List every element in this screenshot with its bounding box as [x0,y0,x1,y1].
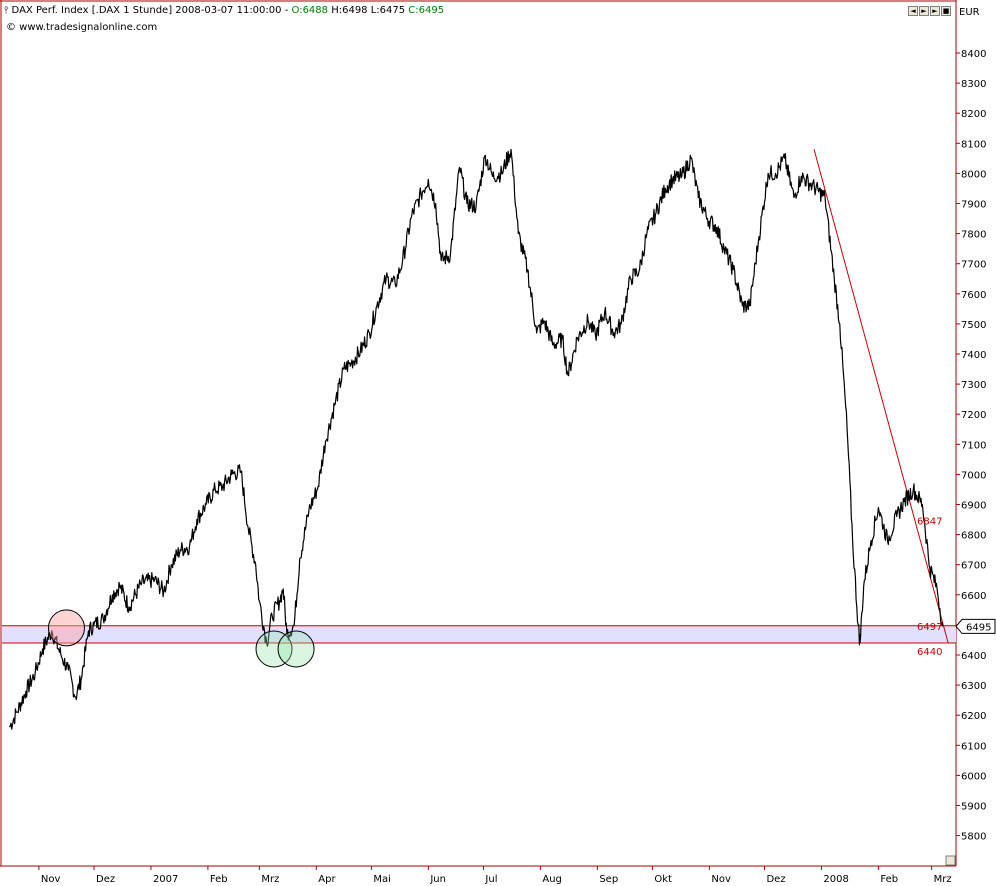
y-tick-label: 6300 [961,681,986,692]
axis-panel-background [956,0,996,886]
highlight-circle-2 [255,630,293,668]
y-tick-label: 7000 [961,470,986,481]
price-series-line [8,148,944,730]
maximize-icon[interactable]: ■ [941,6,951,16]
x-tick-label: Dez [766,874,785,885]
x-tick-label: Mrz [261,874,279,885]
support-zone [2,625,956,643]
y-tick-label: 6800 [961,531,986,542]
fast-forward-icon[interactable]: ► [930,6,940,16]
x-tick-label: Jul [484,874,497,885]
y-tick-label: 7800 [961,230,986,241]
y-tick-label: 8000 [961,169,986,180]
y-tick-label: 7900 [961,200,986,211]
x-tick-label: Jun [429,874,446,885]
y-tick-label: 6400 [961,651,986,662]
level-label-6847: 6847 [917,516,942,527]
y-tick-label: 6700 [961,561,986,572]
y-tick-label: 8400 [961,49,986,60]
y-tick-label: 7700 [961,260,986,271]
candlestick-icon: ⫯ [4,5,9,16]
header-datetime: 2008-03-07 11:00:00 [175,5,282,16]
header-open: O:6488 [291,5,329,16]
x-tick-label: Okt [654,874,672,885]
copyright-text: © www.tradesignalonline.com [6,22,158,33]
x-tick-label: Dez [96,874,115,885]
header-close: C:6495 [408,5,445,16]
last-price-label: 6495 [966,622,991,633]
x-tick-label: Mai [373,874,391,885]
y-tick-label: 5800 [961,832,986,843]
x-tick-label: Feb [210,874,228,885]
y-tick-label: 7200 [961,410,986,421]
x-tick-label: Nov [41,874,61,885]
y-tick-label: 7100 [961,440,986,451]
x-tick-label: 2007 [153,874,178,885]
x-tick-label: Apr [318,874,336,885]
x-tick-label: 2008 [823,874,848,885]
x-tick-label: Aug [542,874,562,885]
plot-background [0,0,956,866]
x-tick-label: Nov [711,874,731,885]
chart-header: ⫯ DAX Perf. Index [.DAX 1 Stunde] 2008-0… [4,5,444,16]
y-tick-label: 6100 [961,741,986,752]
x-tick-label: Sep [599,874,618,885]
last-price-box [955,618,996,634]
level-label-6497: 6497 [917,622,942,633]
y-tick-label: 8100 [961,139,986,150]
highlight-circle-1 [47,609,85,647]
arrow-left-icon[interactable]: ◄ [908,6,918,16]
y-tick-label: 7400 [961,350,986,361]
arrow-right-icon[interactable]: ► [919,6,929,16]
level-label-6440: 6440 [917,647,942,658]
y-tick-label: 6900 [961,501,986,512]
resize-grip[interactable] [945,855,956,866]
y-tick-label: 6000 [961,771,986,782]
header-separator: - [284,5,289,16]
last-price-marker: 6495 [955,618,996,634]
y-tick-label: 8300 [961,79,986,90]
y-tick-label: 5900 [961,802,986,813]
trendline [813,149,949,644]
header-high-low: H:6498 L:6475 [331,5,406,16]
highlight-circle-3 [277,630,315,668]
y-tick-label: 7600 [961,290,986,301]
y-tick-label: 8200 [961,109,986,120]
y-tick-label: 7500 [961,320,986,331]
x-tick-label: Feb [880,874,898,885]
chart-title: DAX Perf. Index [.DAX 1 Stunde] [11,5,173,16]
y-tick-label: 6200 [961,711,986,722]
y-tick-label: 6600 [961,591,986,602]
currency-label: EUR [959,7,980,18]
y-tick-label: 7300 [961,380,986,391]
x-tick-label: Mrz [934,874,952,885]
